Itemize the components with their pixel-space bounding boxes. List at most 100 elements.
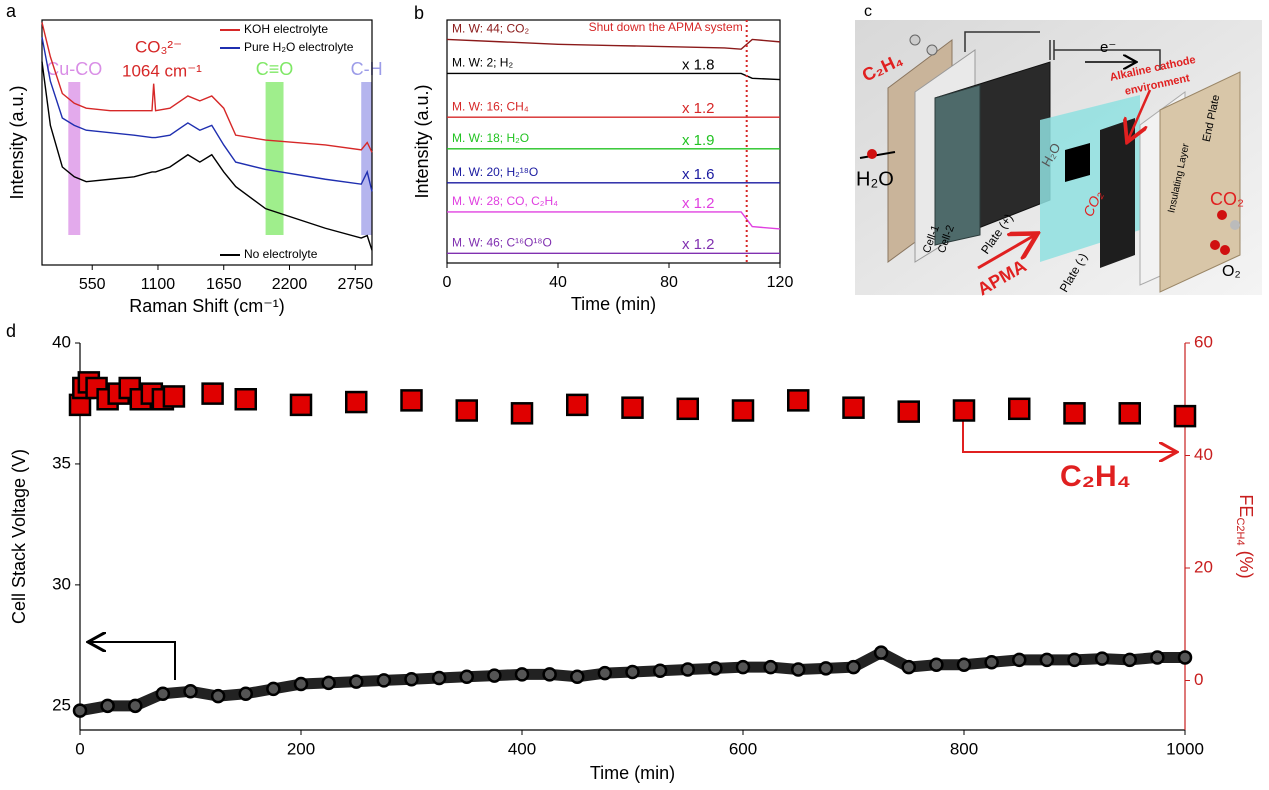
voltage-point (570, 669, 585, 685)
panel-letter: a (6, 1, 17, 21)
x-tick-label: 600 (729, 739, 757, 758)
band-label: Cu-CO (46, 59, 102, 79)
x-tick-label: 1100 (141, 276, 176, 293)
series-line (447, 72, 781, 81)
x-tick-label: 550 (79, 276, 106, 293)
co2-molecule (1217, 210, 1227, 220)
series-label: M. W: 20; H₂¹⁸O (452, 165, 538, 179)
x-tick-label: 200 (287, 739, 315, 758)
series-line (41, 61, 373, 251)
voltage-point (321, 675, 336, 691)
y-axis-label: Intensity (a.u.) (7, 85, 27, 199)
series-line (446, 38, 781, 50)
voltage-point (1177, 650, 1193, 665)
fe-point (289, 393, 313, 417)
x-tick-label: 120 (767, 274, 794, 291)
multiplier-label: x 1.2 (682, 236, 715, 253)
voltage-point (349, 674, 364, 689)
annotation: C₂H₄ (1060, 460, 1131, 493)
voltage-point (1012, 652, 1027, 668)
fe-point (897, 400, 920, 423)
voltage-point (293, 676, 309, 692)
plot-frame (446, 19, 781, 264)
voltage-point (791, 662, 806, 677)
panel-letter: c (864, 3, 872, 20)
x-tick-label: 1650 (206, 276, 242, 293)
cathode-plate (1100, 118, 1135, 268)
x-tick-label: 2750 (337, 276, 373, 293)
multiplier-label: x 1.2 (682, 195, 715, 212)
voltage-point (680, 662, 695, 677)
y-tick-label: 40 (52, 332, 71, 351)
panel-letter: d (6, 321, 16, 341)
x-tick-label: 0 (75, 739, 84, 758)
environment-arrow (1128, 89, 1152, 140)
fe-point (400, 389, 423, 412)
annotation: 1064 cm⁻¹ (122, 61, 202, 80)
series-label: M. W: 2; H₂ (452, 56, 513, 70)
voltage-point (1067, 652, 1082, 668)
voltage-point (1122, 652, 1137, 668)
y-tick-label: 30 (52, 574, 71, 593)
x-axis-label: Raman Shift (cm⁻¹) (129, 296, 285, 316)
voltage-point (266, 681, 281, 697)
fe-point (234, 388, 257, 411)
series-label: M. W: 18; H₂O (452, 131, 529, 145)
membrane-window (1065, 143, 1090, 182)
x-tick-label: 1000 (1166, 739, 1204, 758)
x-tick-label: 40 (549, 274, 567, 291)
fe-point (787, 389, 810, 412)
fe-point (1063, 402, 1086, 425)
voltage-point (514, 667, 530, 682)
diagram-label: H₂O (856, 168, 894, 190)
multiplier-label: x 1.8 (682, 56, 715, 73)
voltage-point (210, 688, 226, 704)
band-label: C-H (351, 59, 383, 79)
voltage-point (956, 657, 972, 672)
fe-point (455, 399, 478, 422)
y2-tick-label: 0 (1194, 670, 1203, 689)
y2-tick-label: 60 (1194, 332, 1213, 351)
fe-point (1173, 404, 1197, 428)
series-label: M. W: 46; C¹⁶O¹⁸O (452, 235, 552, 249)
y2-label-part: (%) (1236, 546, 1256, 579)
series-line (447, 211, 781, 230)
voltage-point (818, 661, 834, 676)
y-axis-label: Cell Stack Voltage (V) (9, 449, 29, 624)
fe-point (201, 382, 224, 405)
fe-point (510, 402, 534, 425)
voltage-point (846, 659, 861, 675)
voltage-point (128, 698, 143, 714)
series-label: M. W: 28; CO, C₂H₄ (452, 194, 558, 208)
highlight-band (361, 82, 372, 235)
axis-pointer-arrow (90, 642, 176, 680)
y2-label-part: C2H4 (1234, 517, 1246, 545)
y2-label-part: FE (1236, 494, 1256, 517)
multiplier-label: x 1.2 (682, 100, 715, 117)
voltage-point (155, 686, 171, 701)
panel-letter: b (414, 3, 424, 23)
diagram-label: CO₂ (1210, 189, 1244, 209)
y2-axis-label: FEC2H4 (%) (1234, 494, 1256, 578)
voltage-point (1094, 651, 1110, 666)
water-molecule (867, 149, 877, 159)
annotation: CO₃²⁻ (135, 37, 182, 56)
voltage-point (459, 669, 474, 685)
legend-label: Pure H₂O electrolyte (244, 40, 354, 54)
voltage-point (431, 670, 447, 686)
x-tick-label: 0 (443, 274, 452, 291)
legend-label: No electrolyte (244, 247, 318, 261)
y-axis-label: Intensity (a.u.) (412, 84, 432, 198)
y-tick-label: 25 (52, 695, 71, 714)
series-line (41, 22, 373, 153)
end-plate (1159, 71, 1241, 293)
fe-point (731, 399, 755, 422)
voltage-point (708, 661, 723, 676)
shutdown-label: Shut down the APMA system (589, 20, 743, 34)
x-tick-label: 80 (660, 274, 678, 291)
voltage-point (735, 659, 751, 675)
fe-point (621, 396, 644, 419)
series-label: M. W: 16; CH₄ (452, 99, 529, 113)
x-tick-label: 400 (508, 739, 536, 758)
